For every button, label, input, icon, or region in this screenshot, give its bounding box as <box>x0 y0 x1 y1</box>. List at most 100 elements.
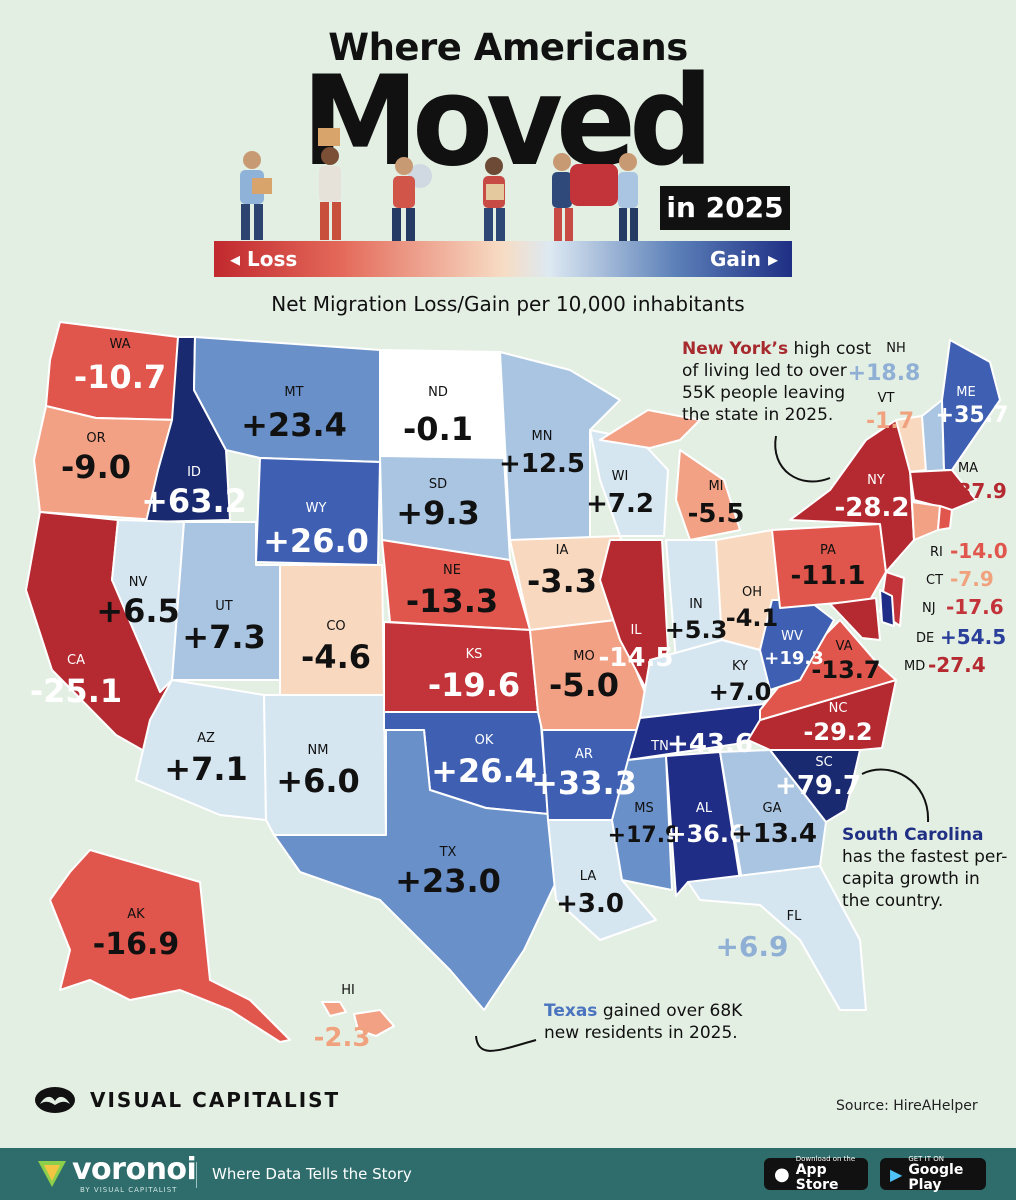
state-label-va: VA <box>836 639 853 654</box>
voronoi-logo-icon <box>38 1161 66 1187</box>
state-label-wy: WY <box>306 501 327 516</box>
legend-gain-label: Gain ▸ <box>710 247 779 271</box>
state-value-ct: -7.9 <box>950 567 994 591</box>
state-value-ks: -19.6 <box>428 666 520 704</box>
state-label-ar: AR <box>575 747 593 762</box>
state-shape-pa <box>771 523 887 609</box>
state-value-mn: +12.5 <box>499 449 585 479</box>
state-label-ne: NE <box>443 563 461 578</box>
us-map: WA -10.7 OR -9.0 CA -25.1 ID +63.2 NV +6… <box>25 321 1009 1053</box>
state-value-ma: -37.9 <box>949 479 1007 503</box>
mover-person-4 <box>483 157 505 242</box>
state-label-nc: NC <box>829 701 848 716</box>
state-label-md: MD <box>904 659 925 674</box>
state-value-ut: +7.3 <box>182 618 266 656</box>
state-label-nv: NV <box>129 575 148 590</box>
state-label-mo: MO <box>573 649 594 664</box>
state-value-or: -9.0 <box>61 448 131 486</box>
state-shape-nv <box>111 519 185 693</box>
state-shape-tx <box>273 729 557 1011</box>
state-shape-ma <box>909 469 977 511</box>
google-play-big-text: Google Play <box>908 1162 964 1193</box>
state-shape-hi <box>321 1001 395 1037</box>
state-label-ny: NY <box>867 473 885 488</box>
state-value-ak: -16.9 <box>93 927 179 962</box>
state-value-la: +3.0 <box>556 889 624 919</box>
state-shape-fl <box>687 865 867 1011</box>
app-store-big-text: App Store <box>795 1162 839 1193</box>
state-value-wy: +26.0 <box>263 522 369 560</box>
state-value-nm: +6.0 <box>276 762 360 800</box>
app-store-button[interactable]: ● Download on the App Store <box>764 1155 868 1193</box>
footer-divider <box>196 1162 197 1188</box>
state-value-de: +54.5 <box>940 625 1006 649</box>
state-value-ne: -13.3 <box>406 582 498 620</box>
state-label-tn: TN <box>650 739 669 754</box>
state-value-me: +35.7 <box>936 403 1009 428</box>
state-label-co: CO <box>326 619 345 634</box>
state-label-mn: MN <box>532 429 553 444</box>
state-value-mo: -5.0 <box>549 666 619 704</box>
state-label-me: ME <box>956 385 975 400</box>
state-value-md: -27.4 <box>928 653 986 677</box>
state-shape-md <box>829 597 881 641</box>
state-label-ks: KS <box>466 647 483 662</box>
tx-annotation-bold: Texas <box>544 1001 598 1021</box>
state-value-al: +36.6 <box>666 820 745 848</box>
state-value-mi: -5.5 <box>688 499 745 529</box>
state-value-fl: +6.9 <box>715 930 788 963</box>
subtitle: Net Migration Loss/Gain per 10,000 inhab… <box>271 292 745 316</box>
state-shape-ct <box>911 501 941 541</box>
state-label-mi: MI <box>708 479 723 494</box>
state-label-nm: NM <box>308 743 329 758</box>
voronoi-wordmark[interactable]: voronoi <box>72 1152 197 1187</box>
visual-capitalist-logo: VISUAL CAPITALIST <box>34 1086 340 1114</box>
state-label-sc: SC <box>815 755 832 770</box>
title-main: Moved <box>301 48 714 194</box>
state-label-or: OR <box>86 431 105 446</box>
play-icon: ▶ <box>890 1164 903 1184</box>
state-value-ky: +7.0 <box>709 678 772 706</box>
state-value-az: +7.1 <box>164 750 248 788</box>
state-label-ia: IA <box>556 543 569 558</box>
state-label-nh: NH <box>886 341 906 356</box>
state-label-ma: MA <box>958 461 978 476</box>
state-shape-ms <box>611 755 673 891</box>
state-value-va: -13.7 <box>811 656 880 684</box>
legend-loss-label: ◂ Loss <box>230 247 298 271</box>
legend-gradient-bar <box>214 241 792 277</box>
state-value-ny: -28.2 <box>835 493 910 523</box>
state-label-mt: MT <box>284 385 303 400</box>
sc-annotation: South Carolina has the fastest per-capit… <box>842 824 1012 912</box>
title-line-1: Where Americans <box>328 26 688 69</box>
mover-couch <box>552 153 638 242</box>
state-label-ca: CA <box>67 653 85 668</box>
state-label-hi: HI <box>341 983 355 998</box>
state-value-ar: +33.3 <box>531 764 637 802</box>
state-value-nj: -17.6 <box>946 595 1004 619</box>
state-value-vt: -1.7 <box>866 409 914 434</box>
google-play-button[interactable]: ▶ GET IT ON Google Play <box>880 1155 986 1193</box>
footer-tagline: Where Data Tells the Story <box>212 1165 412 1183</box>
state-value-ca: -25.1 <box>30 672 122 710</box>
state-label-de: DE <box>916 631 934 646</box>
state-value-wa: -10.7 <box>74 358 166 396</box>
state-value-ri: -14.0 <box>950 539 1008 563</box>
mover-person-3 <box>392 157 432 242</box>
mustache-logo-icon <box>35 1087 75 1113</box>
state-value-nc: -29.2 <box>803 718 872 746</box>
state-shape-mi <box>599 409 741 541</box>
ny-note-arrow <box>774 435 831 483</box>
tx-note-arrow <box>475 1035 537 1052</box>
state-shape-ak <box>49 849 291 1043</box>
state-value-tn: +43.6 <box>667 729 753 759</box>
state-value-oh: -4.1 <box>726 604 778 632</box>
state-value-wi: +7.2 <box>586 489 654 519</box>
state-label-fl: FL <box>787 909 802 924</box>
state-value-sd: +9.3 <box>396 494 480 532</box>
visual-capitalist-name: VISUAL CAPITALIST <box>90 1088 341 1112</box>
movers-illustration <box>240 128 638 242</box>
sc-annotation-text: has the fastest per-capita growth in the… <box>842 847 1008 911</box>
state-label-wv: WV <box>781 629 803 644</box>
source-credit: Source: HireAHelper <box>836 1098 978 1114</box>
